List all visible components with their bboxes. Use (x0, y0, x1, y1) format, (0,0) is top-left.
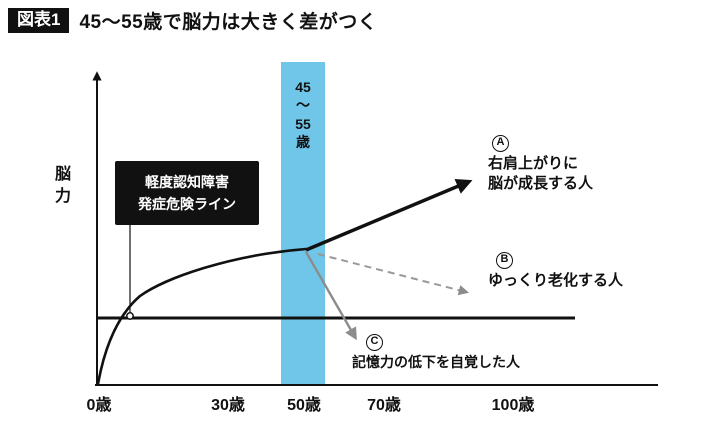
risk-label-text: 軽度認知障害 発症危険ライン (138, 173, 236, 212)
branch-c-label: C 記憶力の低下を自覚した人 (352, 334, 520, 371)
circled-a-icon: A (492, 135, 509, 152)
branch-b-arrow (317, 253, 470, 296)
band-label: 45 〜 55 歳 (295, 79, 311, 151)
figure-number-chip: 図表1 (8, 7, 70, 34)
age-45-55-band (281, 62, 325, 385)
circled-c-icon: C (366, 334, 383, 351)
branch-b-text: ゆっくり老化する人 (488, 272, 624, 289)
x-tick-70: 70歳 (367, 397, 401, 414)
branch-a-arrow (305, 178, 473, 252)
branch-c-arrow (304, 251, 357, 341)
brainpower-curve (96, 247, 308, 386)
branch-a-text: 右肩上がりに 脳が成長する人 (488, 155, 594, 192)
risk-label-box (115, 161, 259, 225)
x-tick-0: 0歳 (86, 397, 112, 414)
x-tick-50: 50歳 (287, 397, 321, 414)
branch-b-label: B ゆっくり老化する人 (488, 252, 623, 291)
risk-callout-dot (126, 312, 134, 320)
branch-c-text: 記憶力の低下を自覚した人 (352, 354, 520, 370)
y-axis-label: 脳 力 (54, 166, 71, 205)
x-tick-30: 30歳 (211, 397, 245, 414)
figure-header: 図表1 45〜55歳で脳力は大きく差がつく (8, 7, 377, 34)
branch-a-label: A 右肩上がりに 脳が成長する人 (488, 135, 593, 194)
x-tick-100: 100歳 (491, 397, 535, 414)
circled-b-icon: B (496, 252, 513, 269)
figure-title: 45〜55歳で脳力は大きく差がつく (79, 12, 378, 33)
